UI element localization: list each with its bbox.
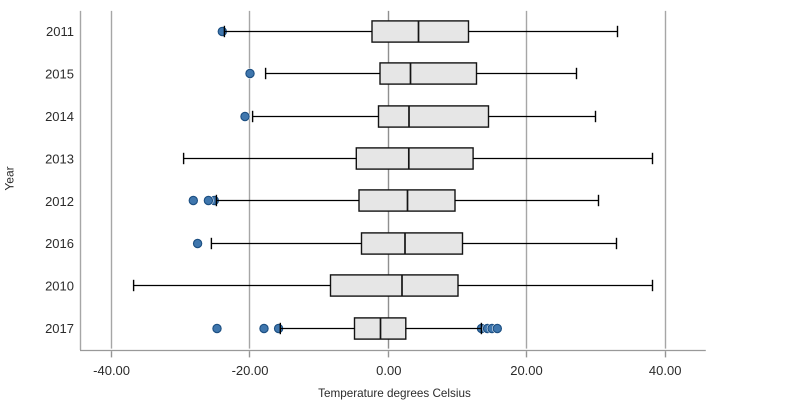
- svg-text:2016: 2016: [45, 236, 74, 251]
- svg-text:2011: 2011: [46, 24, 74, 39]
- svg-text:2010: 2010: [45, 279, 74, 294]
- svg-text:20.00: 20.00: [510, 363, 543, 378]
- svg-text:2014: 2014: [45, 109, 74, 124]
- svg-text:Temperature degrees Celsius: Temperature degrees Celsius: [318, 387, 471, 400]
- svg-text:2015: 2015: [45, 67, 74, 82]
- svg-text:2013: 2013: [45, 151, 74, 166]
- svg-text:2017: 2017: [45, 321, 74, 336]
- svg-text:40.00: 40.00: [649, 363, 682, 378]
- svg-text:Year: Year: [3, 166, 17, 190]
- svg-text:2012: 2012: [45, 194, 74, 209]
- svg-text:0.00: 0.00: [376, 363, 401, 378]
- svg-text:-20.00: -20.00: [232, 363, 269, 378]
- svg-text:-40.00: -40.00: [93, 363, 130, 378]
